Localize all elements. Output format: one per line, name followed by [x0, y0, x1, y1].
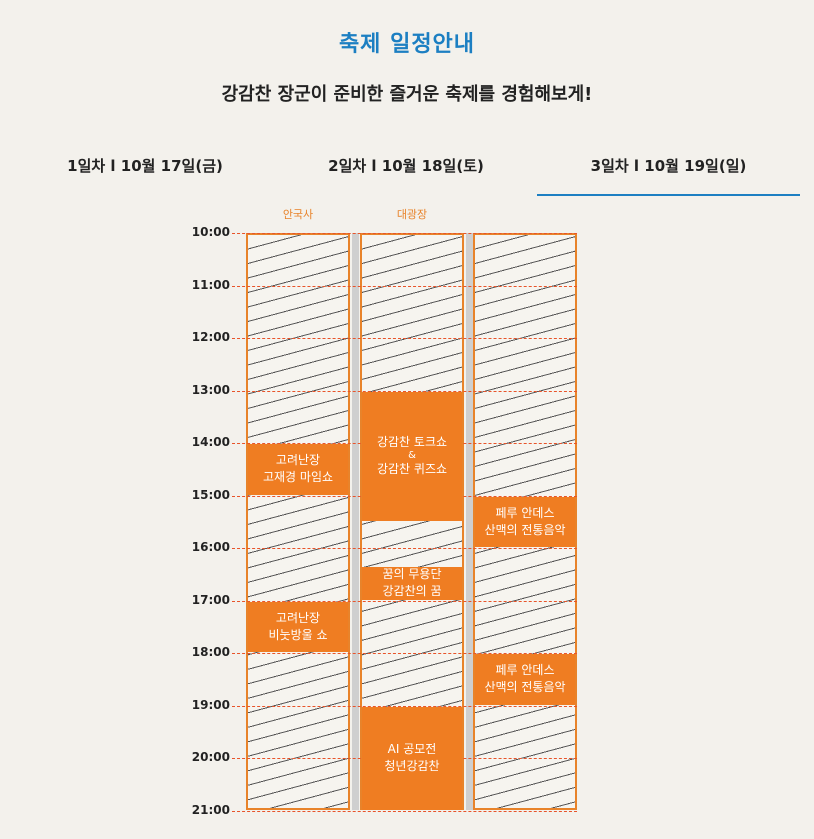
- time-label: 17:00: [191, 592, 230, 607]
- hour-gridline: [232, 705, 577, 707]
- venue-label-anguksa: 안국사: [282, 208, 314, 221]
- time-label: 12:00: [191, 330, 230, 344]
- hour-gridline: [232, 285, 577, 287]
- tab-day-3[interactable]: 3일차 l 10월 19일(일): [537, 150, 800, 196]
- time-label: 10:00: [191, 225, 230, 239]
- event-subtitle: 청년강감찬: [384, 759, 440, 773]
- hour-gridline: [232, 653, 577, 654]
- time-label: 11:00: [191, 277, 230, 292]
- page-subtitle: 강감찬 장군이 준비한 즐거운 축제를 경험해보게!: [221, 84, 593, 105]
- event-title: 페루 안데스: [495, 663, 555, 678]
- column-divider: [352, 233, 359, 810]
- event-subtitle: 비눗방울 쇼: [268, 627, 328, 642]
- event-title: 고려난장: [275, 610, 321, 625]
- time-label: 16:00: [191, 540, 230, 554]
- page-title: 축제 일정안내: [338, 32, 476, 57]
- tab-day-1[interactable]: 1일차 l 10월 17일(금): [67, 157, 223, 175]
- hour-gridline: [232, 338, 577, 339]
- event-subtitle: 강감찬의 꿈: [382, 584, 442, 598]
- hour-gridline: [232, 600, 577, 602]
- event-block[interactable]: 강감찬 토크쇼 & 강감찬 퀴즈쇼: [362, 391, 462, 521]
- time-label: 18:00: [191, 645, 230, 659]
- tab-day-2[interactable]: 2일차 l 10월 18일(토): [328, 157, 484, 175]
- time-label: 19:00: [191, 697, 230, 712]
- venue-label-plaza: 대광장: [396, 208, 428, 221]
- column-divider: [466, 233, 473, 810]
- hour-gridline: [232, 548, 577, 549]
- event-subtitle: 고재경 마임쇼: [262, 470, 334, 485]
- time-label: 14:00: [191, 435, 230, 449]
- event-title: AI 공모전: [387, 742, 437, 756]
- day-tabs: 1일차 l 10월 17일(금) 2일차 l 10월 18일(토) 3일차 l …: [0, 150, 814, 196]
- event-subtitle: 산맥의 전통음악: [484, 522, 566, 537]
- time-label: 21:00: [191, 802, 230, 817]
- event-title: 고려난장: [275, 453, 321, 468]
- hour-gridline: [232, 810, 577, 812]
- hour-gridline: [232, 233, 577, 234]
- schedule-column-1: [246, 233, 350, 810]
- event-subtitle: 산맥의 전통음악: [484, 680, 566, 695]
- time-label: 20:00: [191, 750, 230, 764]
- hour-gridline: [232, 390, 577, 392]
- event-ampersand: &: [408, 450, 416, 462]
- time-label: 13:00: [191, 382, 230, 397]
- event-title: 페루 안데스: [495, 505, 555, 520]
- event-title: 꿈의 무용단: [382, 567, 442, 581]
- event-title: 강감찬 토크쇼: [376, 435, 448, 450]
- time-label: 15:00: [191, 487, 230, 502]
- event-subtitle: 강감찬 퀴즈쇼: [376, 462, 448, 477]
